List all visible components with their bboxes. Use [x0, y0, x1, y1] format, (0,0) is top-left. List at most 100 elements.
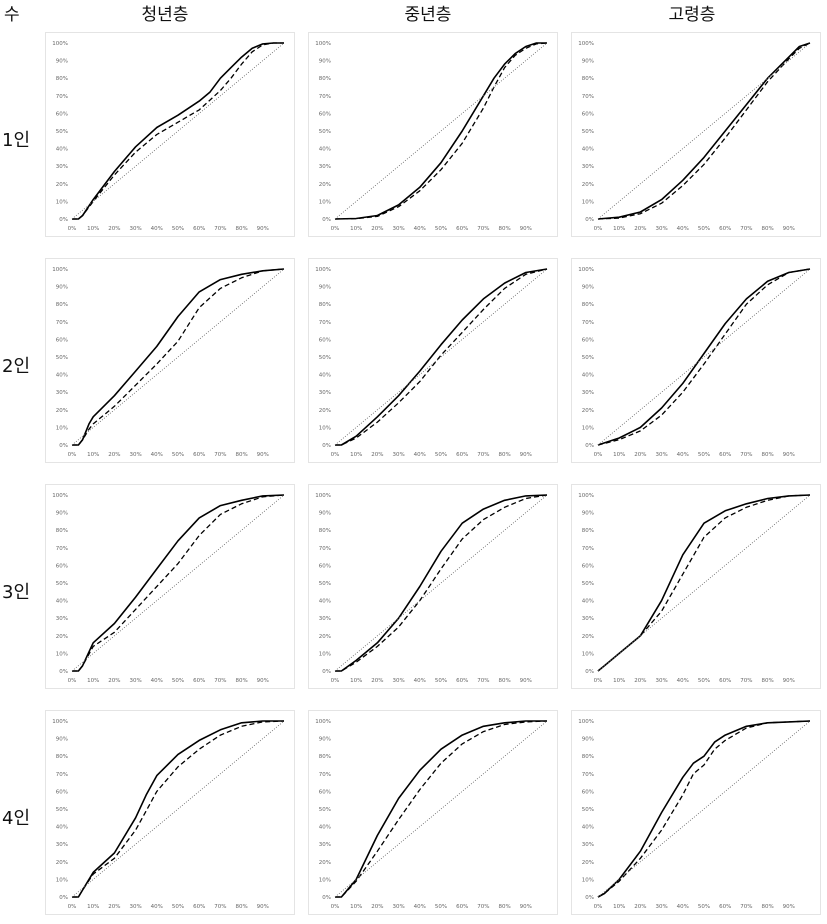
y-tick-label: 70%	[56, 772, 68, 778]
y-tick-label: 100%	[578, 719, 594, 725]
x-tick-label: 10%	[613, 226, 625, 232]
solid-series-line	[72, 42, 284, 220]
y-tick-label: 90%	[319, 285, 331, 291]
x-tick-label: 70%	[477, 452, 489, 458]
x-tick-label: 10%	[350, 452, 362, 458]
x-tick-label: 20%	[108, 678, 120, 684]
x-tick-label: 0%	[331, 452, 340, 458]
dotted-series-line	[597, 42, 811, 220]
x-tick-label: 10%	[87, 226, 99, 232]
y-tick-label: 0%	[585, 217, 594, 223]
x-tick-label: 50%	[435, 452, 447, 458]
y-tick-label: 60%	[582, 111, 594, 117]
solid-series-line	[597, 268, 811, 446]
x-tick-label: 70%	[740, 452, 752, 458]
chart-panel: 0% 10% 20% 30% 40% 50% 60% 70% 80% 90% 100% 0% 10% 20…	[571, 32, 821, 237]
x-tick-label: 70%	[740, 678, 752, 684]
x-tick-label: 70%	[214, 226, 226, 232]
y-tick-label: 10%	[582, 199, 594, 205]
dotted-series-line	[71, 494, 285, 672]
y-tick-label: 80%	[319, 528, 331, 534]
y-tick-label: 0%	[585, 669, 594, 675]
y-tick-label: 30%	[582, 616, 594, 622]
y-tick-label: 70%	[56, 546, 68, 552]
x-tick-label: 80%	[498, 678, 510, 684]
lorenz-curve-chart: 0% 10% 20% 30% 40% 50% 60% 70% 80% 90% 100% 0% 10% 20…	[52, 493, 285, 684]
dotted-series-line	[334, 494, 548, 672]
y-tick-label: 0%	[322, 669, 331, 675]
x-tick-label: 40%	[414, 452, 426, 458]
y-tick-label: 80%	[582, 302, 594, 308]
row-header-2: 2인	[2, 356, 31, 377]
x-tick-label: 20%	[634, 904, 646, 910]
y-tick-label: 90%	[319, 737, 331, 743]
solid-series-line	[597, 720, 811, 898]
solid-series-line	[335, 720, 547, 898]
y-tick-label: 90%	[582, 511, 594, 517]
y-tick-label: 80%	[582, 76, 594, 82]
y-tick-label: 50%	[56, 581, 68, 587]
y-tick-label: 0%	[59, 895, 68, 901]
y-tick-label: 20%	[582, 860, 594, 866]
y-tick-label: 20%	[319, 182, 331, 188]
x-tick-label: 40%	[414, 904, 426, 910]
y-tick-label: 50%	[319, 807, 331, 813]
y-tick-label: 0%	[59, 443, 68, 449]
x-tick-label: 70%	[740, 226, 752, 232]
x-tick-label: 50%	[172, 904, 184, 910]
y-tick-label: 50%	[319, 355, 331, 361]
y-tick-label: 50%	[582, 807, 594, 813]
solid-series-line	[335, 268, 548, 446]
x-tick-label: 0%	[331, 226, 340, 232]
y-tick-label: 100%	[578, 493, 594, 499]
y-tick-label: 20%	[319, 860, 331, 866]
column-header-elderly: 고령층	[668, 5, 716, 25]
dotted-series-line	[334, 268, 548, 446]
x-tick-label: 60%	[193, 678, 205, 684]
x-tick-label: 20%	[371, 904, 383, 910]
x-tick-label: 20%	[371, 452, 383, 458]
y-tick-label: 70%	[319, 546, 331, 552]
x-tick-label: 60%	[456, 226, 468, 232]
y-tick-label: 90%	[319, 59, 331, 65]
y-tick-label: 90%	[56, 511, 68, 517]
x-tick-label: 80%	[235, 904, 247, 910]
x-tick-label: 0%	[594, 904, 603, 910]
y-tick-label: 0%	[322, 895, 331, 901]
y-tick-label: 70%	[582, 320, 594, 326]
x-tick-label: 40%	[677, 678, 689, 684]
y-tick-label: 100%	[52, 267, 68, 273]
y-tick-label: 70%	[582, 772, 594, 778]
dotted-series-line	[71, 720, 285, 898]
y-tick-label: 60%	[56, 563, 68, 569]
x-tick-label: 80%	[761, 226, 773, 232]
solid-series-line	[597, 42, 811, 220]
x-tick-label: 30%	[129, 452, 141, 458]
y-tick-label: 100%	[578, 41, 594, 47]
lorenz-curve-chart: 0% 10% 20% 30% 40% 50% 60% 70% 80% 90% 100% 0% 10% 20…	[315, 41, 548, 232]
y-tick-label: 0%	[322, 443, 331, 449]
y-tick-label: 30%	[319, 390, 331, 396]
y-tick-label: 80%	[56, 302, 68, 308]
y-tick-label: 10%	[582, 651, 594, 657]
x-tick-label: 80%	[498, 452, 510, 458]
y-tick-label: 100%	[52, 493, 68, 499]
y-tick-label: 70%	[319, 94, 331, 100]
y-tick-label: 10%	[56, 199, 68, 205]
y-tick-label: 40%	[56, 373, 68, 379]
y-tick-label: 50%	[319, 581, 331, 587]
row-header-3: 3인	[2, 582, 31, 603]
dotted-series-line	[597, 268, 811, 446]
y-tick-label: 90%	[56, 737, 68, 743]
x-tick-label: 40%	[151, 904, 163, 910]
y-tick-label: 60%	[319, 789, 331, 795]
dashed-series-line	[597, 42, 811, 220]
y-tick-label: 50%	[56, 355, 68, 361]
x-tick-label: 90%	[783, 452, 795, 458]
dotted-series-line	[71, 268, 285, 446]
x-tick-label: 20%	[634, 226, 646, 232]
x-tick-label: 60%	[456, 904, 468, 910]
solid-series-line	[72, 268, 285, 446]
x-tick-label: 90%	[257, 678, 269, 684]
y-tick-label: 70%	[582, 94, 594, 100]
